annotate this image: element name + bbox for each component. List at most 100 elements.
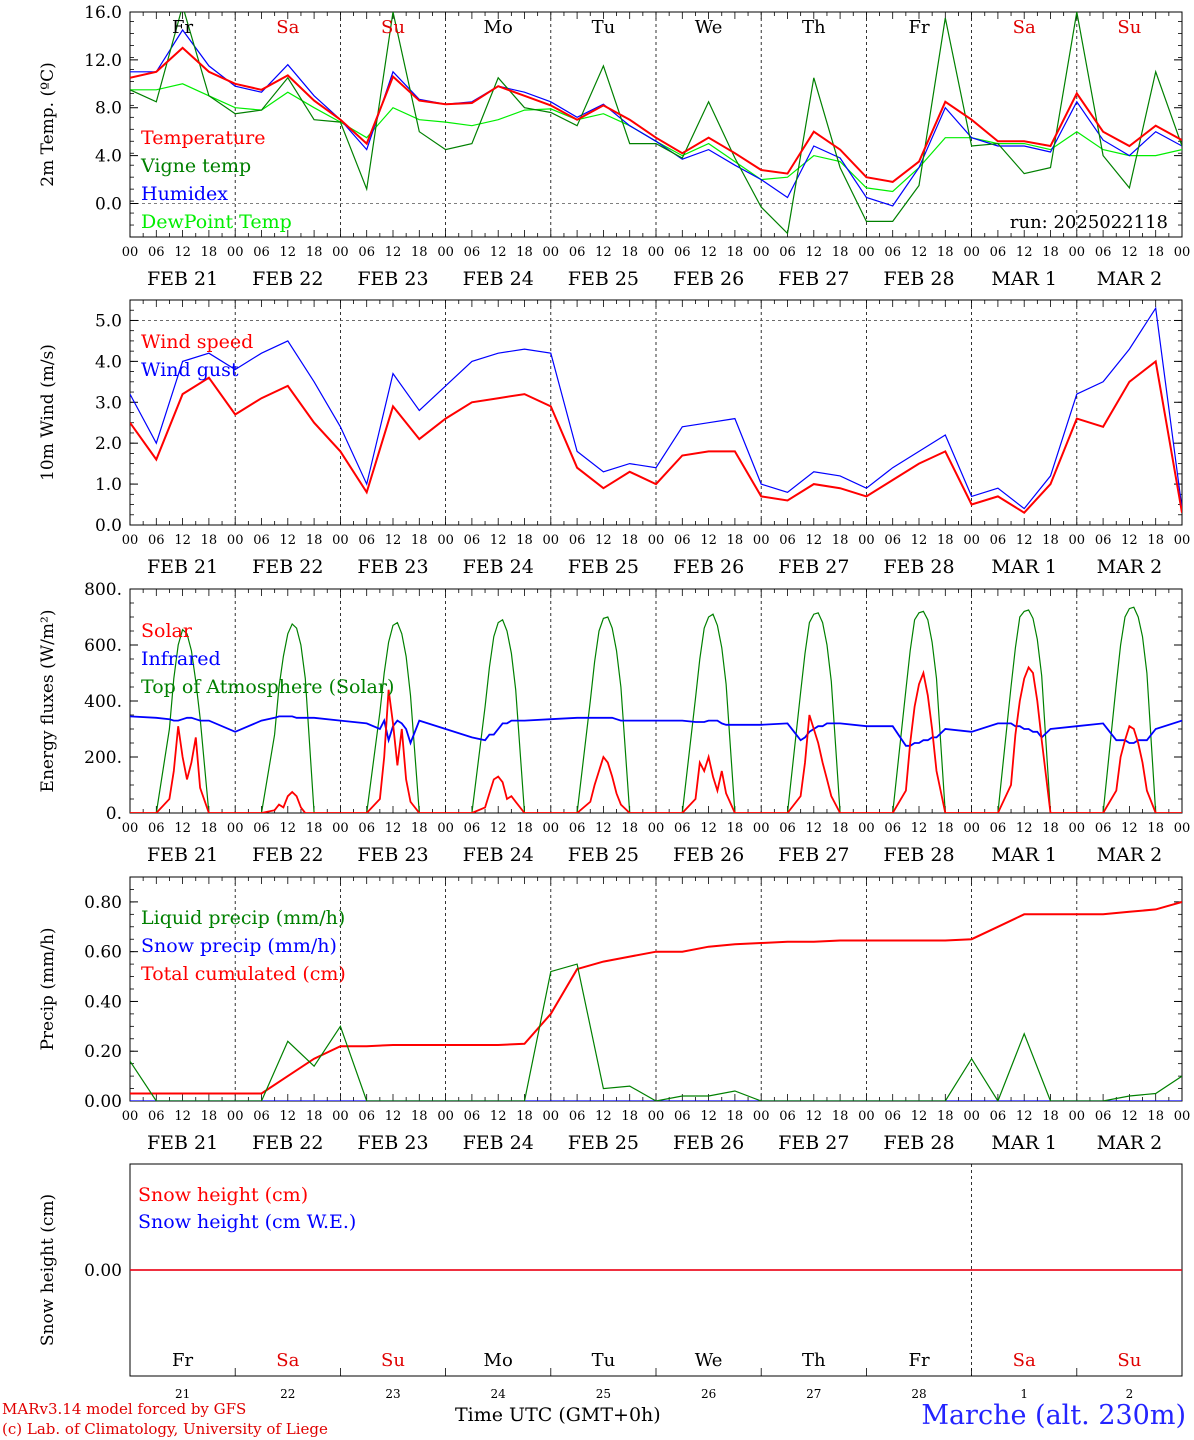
- series-line-infrared: [130, 715, 1182, 747]
- hour-tick-label: 00: [437, 821, 454, 836]
- y-tick-label: 400.: [84, 692, 122, 712]
- hour-tick-label: 00: [753, 821, 770, 836]
- hour-tick-label: 12: [490, 821, 507, 836]
- hour-tick-label: 00: [753, 533, 770, 548]
- hour-tick-label: 18: [1147, 821, 1164, 836]
- hour-tick-label: 06: [884, 821, 901, 836]
- day-label: FEB 21: [147, 556, 218, 578]
- hour-tick-label: 12: [595, 245, 612, 260]
- hour-tick-label: 00: [227, 533, 244, 548]
- weekday-label: Su: [1117, 17, 1141, 38]
- hour-tick-label: 00: [122, 821, 139, 836]
- panel-frame-1: [129, 299, 1183, 526]
- hour-tick-label: 12: [490, 1109, 507, 1124]
- y-tick-label: 1.0: [95, 475, 122, 495]
- hour-tick-label: 06: [253, 245, 270, 260]
- hour-tick-label: 18: [201, 533, 218, 548]
- hour-tick-label: 00: [963, 245, 980, 260]
- hour-tick-label: 06: [569, 821, 586, 836]
- hour-tick-label: 00: [543, 245, 560, 260]
- weekday-label: Th: [802, 17, 826, 38]
- hour-tick-label: 06: [674, 1109, 691, 1124]
- hour-tick-label: 12: [1016, 821, 1033, 836]
- hour-tick-label: 06: [358, 821, 375, 836]
- hour-tick-label: 18: [621, 533, 638, 548]
- hour-tick-label: 00: [1069, 245, 1086, 260]
- hour-tick-label: 06: [569, 245, 586, 260]
- weekday-label: Su: [381, 17, 405, 38]
- hour-tick-label: 18: [306, 245, 323, 260]
- day-label: FEB 21: [147, 1132, 218, 1154]
- weekday-label: Tu: [592, 1350, 616, 1371]
- weekday-label: Sa: [276, 17, 299, 38]
- hour-tick-label: 18: [621, 821, 638, 836]
- day-label: FEB 23: [357, 268, 428, 290]
- series-line-top-of-atmosphere-solar-: [130, 606, 1182, 813]
- series-line-total-cumulated-cm-: [130, 900, 1182, 1095]
- series-line-liquid-precip-mm-h-: [130, 963, 1182, 1101]
- y-tick-label: 4.0: [95, 352, 122, 372]
- weekday-label: Su: [1117, 1350, 1141, 1371]
- weekday-label: Fr: [908, 17, 929, 38]
- hour-tick-label: 18: [727, 821, 744, 836]
- y-axis-label: 2m Temp. (ºC): [38, 62, 58, 187]
- day-label: MAR 2: [1097, 1132, 1163, 1154]
- hour-tick-label: 18: [201, 245, 218, 260]
- hour-tick-label: 12: [1016, 245, 1033, 260]
- day-label: MAR 1: [991, 556, 1057, 578]
- hour-tick-label: 18: [411, 1109, 428, 1124]
- hour-tick-label: 12: [595, 821, 612, 836]
- hour-tick-label: 06: [253, 533, 270, 548]
- hour-tick-label: 00: [122, 245, 139, 260]
- y-tick-label: 4.0: [95, 147, 122, 167]
- hour-tick-label: 00: [437, 1109, 454, 1124]
- hour-tick-label: 06: [779, 1109, 796, 1124]
- hour-tick-label: 18: [1147, 1109, 1164, 1124]
- hour-tick-label: 06: [464, 821, 481, 836]
- legend-entry: Top of Atmosphere (Solar): [141, 676, 394, 698]
- legend-entry: Snow height (cm): [138, 1184, 308, 1206]
- hour-tick-label: 12: [700, 1109, 717, 1124]
- hour-tick-label: 12: [280, 1109, 297, 1124]
- location-title: Marche (alt. 230m): [921, 1400, 1186, 1431]
- hour-tick-label: 06: [464, 245, 481, 260]
- hour-tick-label: 12: [174, 245, 191, 260]
- hour-tick-label: 12: [911, 1109, 928, 1124]
- y-tick-label: 0.00: [84, 1261, 122, 1281]
- hour-tick-label: 00: [543, 821, 560, 836]
- hour-tick-label: 18: [621, 245, 638, 260]
- day-label: FEB 22: [252, 1132, 323, 1154]
- day-label: FEB 21: [147, 268, 218, 290]
- weekday-label: Sa: [1013, 1350, 1036, 1371]
- day-number-label: 1: [1020, 1387, 1028, 1401]
- weekday-label: Mo: [484, 1350, 513, 1371]
- hour-tick-label: 00: [648, 245, 665, 260]
- y-tick-label: 0.00: [84, 1092, 122, 1112]
- hour-tick-label: 18: [516, 1109, 533, 1124]
- weekday-label: We: [695, 1350, 723, 1371]
- day-label: FEB 27: [778, 844, 849, 866]
- day-label: MAR 2: [1097, 556, 1163, 578]
- hour-tick-label: 18: [201, 821, 218, 836]
- hour-tick-label: 00: [543, 533, 560, 548]
- hour-tick-label: 00: [1069, 821, 1086, 836]
- hour-tick-label: 18: [832, 821, 849, 836]
- hour-tick-label: 00: [122, 533, 139, 548]
- hour-tick-label: 06: [1095, 533, 1112, 548]
- legend-entry: Snow precip (mm/h): [141, 935, 337, 957]
- hour-tick-label: 06: [884, 533, 901, 548]
- y-tick-label: 0.: [106, 804, 122, 824]
- day-label: FEB 27: [778, 556, 849, 578]
- series-line-solar: [130, 665, 1182, 813]
- hour-tick-label: 06: [358, 1109, 375, 1124]
- hour-tick-label: 18: [201, 1109, 218, 1124]
- hour-tick-label: 12: [490, 245, 507, 260]
- y-axis-label: Precip (mm/h): [38, 927, 58, 1050]
- hour-tick-label: 18: [937, 245, 954, 260]
- y-axis-label: Snow height (cm): [38, 1194, 58, 1346]
- weekday-label: We: [695, 17, 723, 38]
- y-tick-label: 0.0: [95, 516, 122, 536]
- hour-tick-label: 06: [990, 1109, 1007, 1124]
- day-label: FEB 22: [252, 556, 323, 578]
- hour-tick-label: 06: [674, 533, 691, 548]
